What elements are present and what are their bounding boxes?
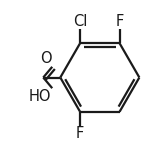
Text: F: F [76,126,84,142]
Text: HO: HO [29,89,51,104]
Text: Cl: Cl [73,13,87,29]
Text: F: F [115,13,124,29]
Text: O: O [40,51,51,66]
